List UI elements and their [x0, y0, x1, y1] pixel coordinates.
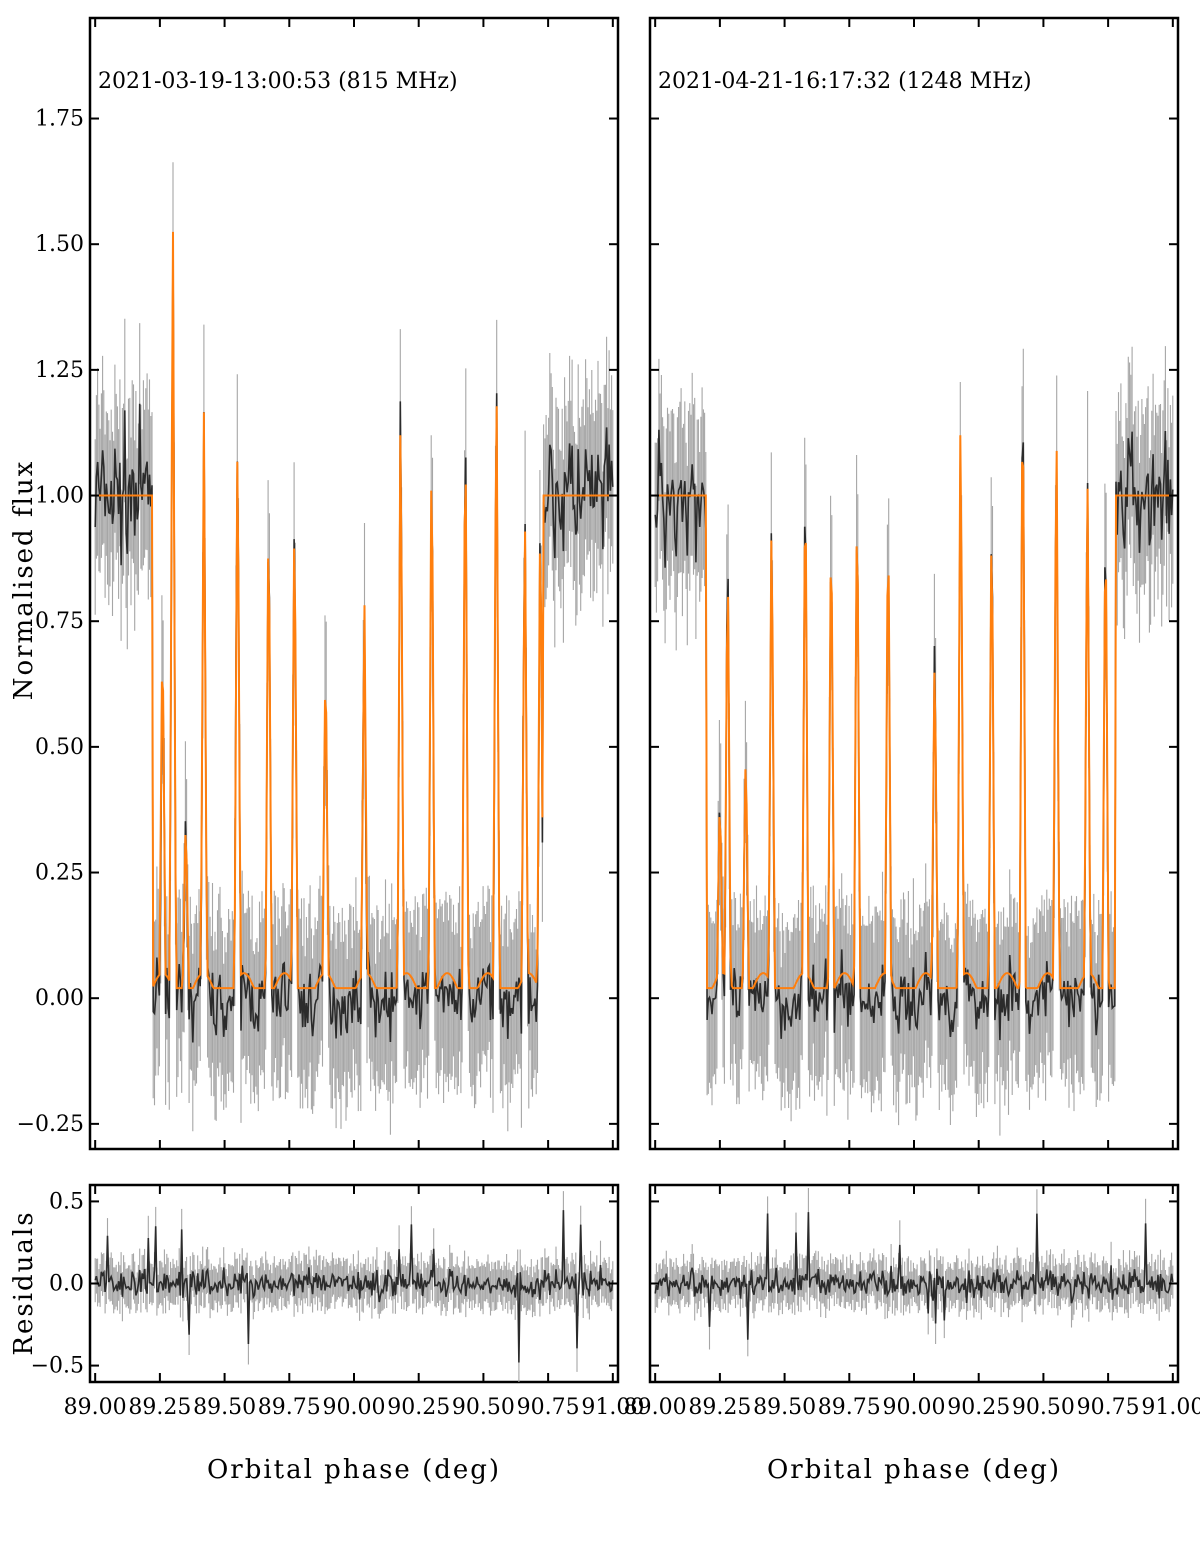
x-tick-label: 90.50 [452, 1395, 515, 1420]
x-tick-label: 89.00 [64, 1395, 127, 1420]
y-tick-label: −0.25 [17, 1112, 84, 1137]
x-tick-label: 89.25 [128, 1395, 191, 1420]
tick-layer: −0.25 0.00 0.25 0.50 0.75 1.00 1.25 1.50 1.75 −0.… [17, 18, 1200, 1420]
y-tick-label: −0.5 [31, 1354, 84, 1379]
x-tick-label: 89.25 [688, 1395, 751, 1420]
x-tick-label: 90.75 [517, 1395, 580, 1420]
y-tick-label: 0.5 [49, 1189, 84, 1214]
y-tick-label: 0.75 [35, 609, 84, 634]
x-tick-label: 91.00 [1141, 1395, 1200, 1420]
x-tick-label: 90.25 [387, 1395, 450, 1420]
x-tick-label: 89.00 [624, 1395, 687, 1420]
plot-layer [94, 162, 1174, 1382]
model-line [655, 435, 1173, 990]
y-tick-label: 1.50 [35, 232, 84, 257]
panel-title-left: 2021-03-19-13:00:53 (815 MHz) [98, 69, 458, 94]
x-tick-label: 90.00 [883, 1395, 946, 1420]
panel-title-right: 2021-04-21-16:17:32 (1248 MHz) [658, 69, 1032, 94]
model-line [95, 231, 613, 990]
y-axis-title-residuals: Residuals [9, 1210, 39, 1355]
x-tick-label: 89.75 [818, 1395, 881, 1420]
y-tick-label: 0.50 [35, 735, 84, 760]
y-tick-label: 0.0 [49, 1272, 84, 1297]
x-tick-label: 89.75 [258, 1395, 321, 1420]
y-tick-label: 0.00 [35, 986, 84, 1011]
residual-data-line [654, 1212, 1174, 1340]
y-tick-label: 1.00 [35, 484, 84, 509]
x-tick-label: 90.50 [1012, 1395, 1075, 1420]
y-tick-label: 1.25 [35, 358, 84, 383]
x-axis-title-left: Orbital phase (deg) [207, 1455, 501, 1485]
x-tick-label: 90.25 [947, 1395, 1010, 1420]
residual-data-line [94, 1210, 614, 1363]
y-tick-label: 0.25 [35, 861, 84, 886]
x-tick-label: 90.75 [1077, 1395, 1140, 1420]
x-tick-label: 90.00 [323, 1395, 386, 1420]
x-tick-label: 89.50 [193, 1395, 256, 1420]
y-tick-label: 1.75 [35, 107, 84, 132]
x-axis-title-right: Orbital phase (deg) [767, 1455, 1061, 1485]
x-tick-label: 89.50 [753, 1395, 816, 1420]
y-axis-title-flux: Normalised flux [9, 460, 39, 701]
x-tick-label: 91.00 [581, 1395, 644, 1420]
